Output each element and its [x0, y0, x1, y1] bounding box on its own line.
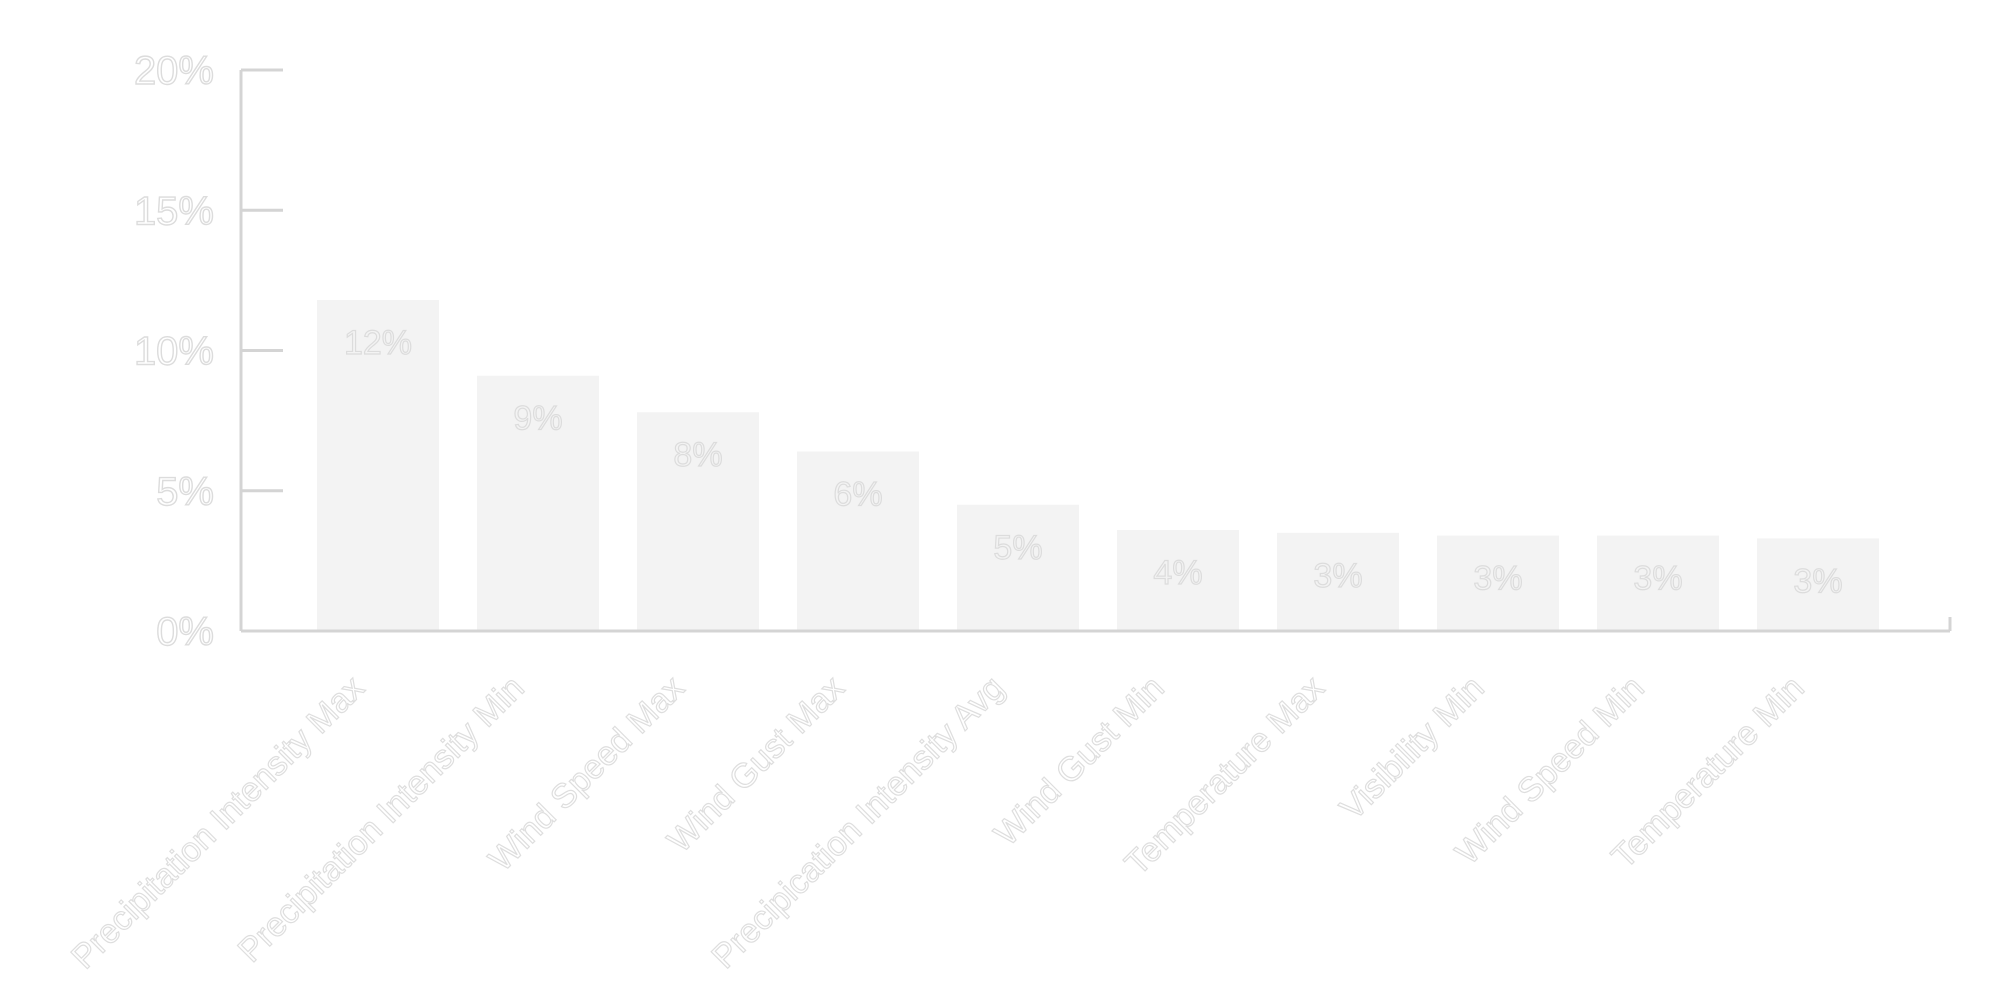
y-tick-label: 0% [156, 610, 214, 654]
y-tick-label: 10% [134, 330, 214, 374]
category-labels: Precipitation Intensity MaxPrecipitation… [64, 668, 1813, 977]
bar-value-label: 3% [1633, 560, 1682, 598]
bar-value-label: 3% [1473, 560, 1522, 598]
data-labels: 12% 9% 8% 6% 5% 4% 3% 3% 3% 3% [343, 323, 1843, 601]
bar-value-label: 4% [1153, 554, 1202, 592]
bar-value-label: 3% [1793, 562, 1842, 600]
bar [1757, 538, 1879, 631]
bar [477, 375, 599, 631]
bar-value-label: 8% [673, 436, 722, 474]
bar-value-label: 9% [513, 400, 562, 438]
bar [317, 300, 439, 631]
bar-value-label: 3% [1313, 557, 1362, 595]
x-category-label: Precipication Intensity Avg [705, 669, 1012, 976]
y-axis-ticks: 0% 5% 10% 15% 20% [133, 48, 283, 655]
bar [1277, 532, 1399, 631]
bar [957, 504, 1079, 631]
y-tick-label: 5% [156, 470, 214, 514]
x-category-label: Visibility Min [1333, 669, 1492, 828]
y-tick-label: 20% [134, 49, 214, 93]
x-category-label: Precipitation Intensity Max [64, 669, 371, 976]
bar [1437, 535, 1559, 631]
x-category-label: Wind Gust Min [987, 669, 1172, 854]
bars [317, 300, 1879, 631]
x-category-label: Precipitation Intensity Min [231, 669, 532, 970]
y-tick-label: 15% [134, 189, 214, 233]
bar [637, 412, 759, 631]
bar-value-label: 5% [993, 529, 1042, 567]
bar-value-label: 6% [833, 475, 882, 513]
bar [1117, 530, 1239, 631]
bar [797, 451, 919, 631]
bar-value-label: 12% [344, 324, 412, 362]
bar [1597, 535, 1719, 631]
